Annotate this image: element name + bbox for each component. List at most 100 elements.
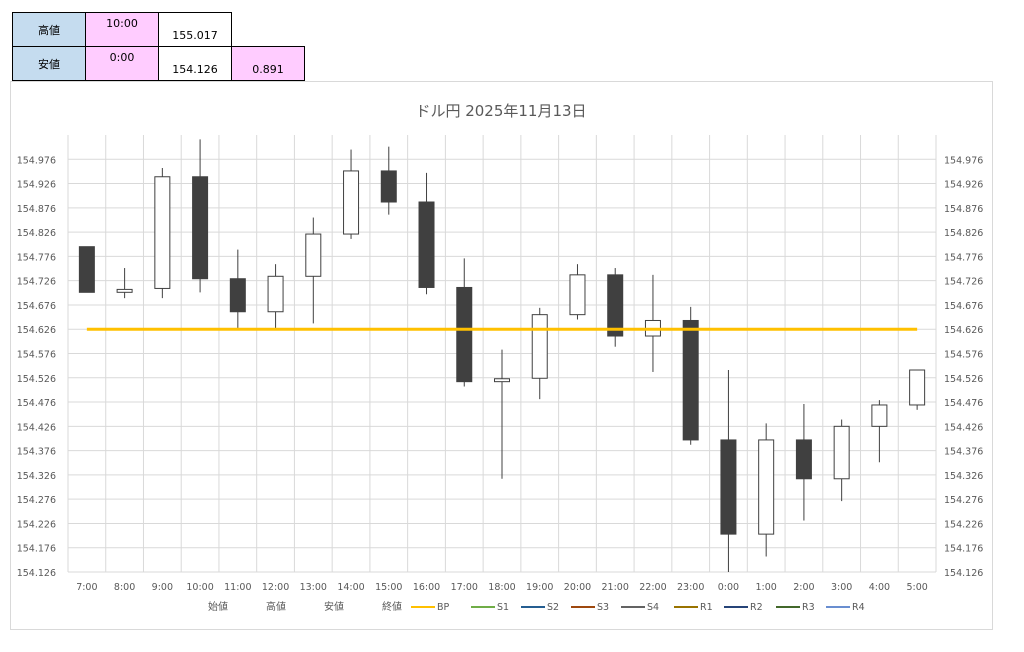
- x-axis: 7:00 8:00 9:00 10:00 11:00 12:00 13:00 14:00 15:…: [76, 582, 928, 593]
- y-tick-label: 154.576: [944, 350, 983, 361]
- x-tick-label: 11:00: [224, 582, 251, 593]
- candle-body: [909, 369, 926, 406]
- y-tick-label: 154.526: [944, 374, 983, 385]
- y-tick-label: 154.626: [17, 325, 56, 336]
- candle-body: [154, 176, 171, 289]
- y-axis-right: 154.126 154.176 154.226 154.276 154.326 154.3…: [944, 155, 983, 579]
- candle-body: [78, 246, 95, 293]
- x-tick-label: 19:00: [526, 582, 553, 593]
- x-tick-label: 5:00: [906, 582, 927, 593]
- candle-body: [569, 274, 586, 316]
- y-tick-label: 154.676: [17, 301, 56, 312]
- x-tick-label: 13:00: [300, 582, 327, 593]
- y-tick-label: 154.176: [944, 544, 983, 555]
- high-time: 10:00: [85, 12, 159, 47]
- x-tick-label: 1:00: [756, 582, 777, 593]
- candle-body: [795, 439, 812, 480]
- legend-label: S2: [547, 602, 559, 613]
- empty-cell: [232, 13, 305, 47]
- legend: 始値 高値 安値 終値 BP S1 S2 S3 S4 R1 R2 R3 R4: [208, 600, 865, 613]
- x-tick-label: 20:00: [564, 582, 591, 593]
- high-price: 155.017: [158, 12, 232, 47]
- candle-body: [682, 319, 699, 441]
- y-tick-label: 154.626: [944, 325, 983, 336]
- candle-body: [456, 286, 473, 383]
- legend-label: S1: [497, 602, 509, 613]
- legend-label: 安値: [324, 600, 344, 613]
- y-tick-label: 154.976: [944, 155, 983, 166]
- x-tick-label: 2:00: [793, 582, 814, 593]
- candle-body: [758, 439, 775, 535]
- legend-label: 始値: [208, 600, 228, 613]
- candle-body: [871, 404, 888, 427]
- legend-label: R4: [852, 602, 865, 613]
- x-tick-label: 21:00: [602, 582, 629, 593]
- candle-body: [343, 170, 360, 235]
- legend-label: S4: [647, 602, 659, 613]
- y-tick-label: 154.576: [17, 350, 56, 361]
- x-tick-label: 17:00: [451, 582, 478, 593]
- legend-label: 終値: [382, 600, 402, 613]
- y-tick-label: 154.926: [944, 180, 983, 191]
- y-tick-label: 154.676: [944, 301, 983, 312]
- y-tick-label: 154.726: [944, 277, 983, 288]
- legend-label: R1: [700, 602, 713, 613]
- y-tick-label: 154.826: [944, 228, 983, 239]
- y-tick-label: 154.726: [17, 277, 56, 288]
- candle-body: [116, 288, 133, 293]
- y-tick-label: 154.226: [944, 519, 983, 530]
- candle-body: [833, 425, 850, 480]
- candle-body: [229, 278, 246, 313]
- x-tick-label: 12:00: [262, 582, 289, 593]
- legend-label: R3: [802, 602, 815, 613]
- x-tick-label: 23:00: [677, 582, 704, 593]
- y-tick-label: 154.926: [17, 180, 56, 191]
- summary-high-row: 高値 10:00 155.017: [12, 12, 305, 47]
- y-tick-label: 154.876: [17, 204, 56, 215]
- legend-label: BP: [437, 602, 450, 613]
- y-tick-label: 154.526: [17, 374, 56, 385]
- summary-table: 高値 10:00 155.017 安値 0:00 154.126 0.891: [12, 12, 305, 81]
- legend-label: S3: [597, 602, 609, 613]
- x-tick-label: 0:00: [718, 582, 739, 593]
- y-tick-label: 154.126: [17, 568, 56, 579]
- candle-body: [305, 233, 322, 277]
- y-tick-label: 154.976: [17, 155, 56, 166]
- candle-body: [607, 274, 624, 337]
- y-tick-label: 154.426: [944, 422, 983, 433]
- x-tick-label: 8:00: [114, 582, 135, 593]
- low-price: 154.126: [158, 46, 232, 81]
- chart-title: ドル円 2025年11月13日: [415, 102, 586, 120]
- y-tick-label: 154.876: [944, 204, 983, 215]
- x-tick-label: 16:00: [413, 582, 440, 593]
- summary-low-row: 安値 0:00 154.126 0.891: [12, 46, 305, 81]
- y-axis-left: 154.126 154.176 154.226 154.276 154.326 154.3…: [17, 155, 56, 579]
- candle-body: [494, 378, 510, 383]
- legend-label: 高値: [266, 600, 286, 613]
- x-tick-label: 10:00: [186, 582, 213, 593]
- low-time: 0:00: [85, 46, 159, 81]
- candle-body: [380, 170, 397, 203]
- x-tick-label: 14:00: [337, 582, 364, 593]
- y-tick-label: 154.276: [17, 495, 56, 506]
- y-tick-label: 154.376: [944, 447, 983, 458]
- y-tick-label: 154.826: [17, 228, 56, 239]
- candlestick-chart: ドル円 2025年11月13日 154.126154.176154.226154…: [17, 102, 984, 613]
- y-tick-label: 154.276: [944, 495, 983, 506]
- y-tick-label: 154.776: [17, 252, 56, 263]
- y-tick-label: 154.176: [17, 544, 56, 555]
- candles: [78, 139, 926, 572]
- y-tick-label: 154.326: [944, 471, 983, 482]
- y-tick-label: 154.376: [17, 447, 56, 458]
- x-tick-label: 3:00: [831, 582, 852, 593]
- y-tick-label: 154.226: [17, 519, 56, 530]
- low-label: 安値: [12, 46, 86, 81]
- grid: [67, 135, 937, 573]
- x-tick-label: 4:00: [869, 582, 890, 593]
- chart-area[interactable]: ドル円 2025年11月13日 154.126 154.176 154.226 154…: [10, 81, 993, 630]
- x-tick-label: 7:00: [76, 582, 97, 593]
- y-tick-label: 154.126: [944, 568, 983, 579]
- x-tick-label: 9:00: [152, 582, 173, 593]
- high-label: 高値: [12, 12, 86, 47]
- candle-body: [720, 439, 737, 535]
